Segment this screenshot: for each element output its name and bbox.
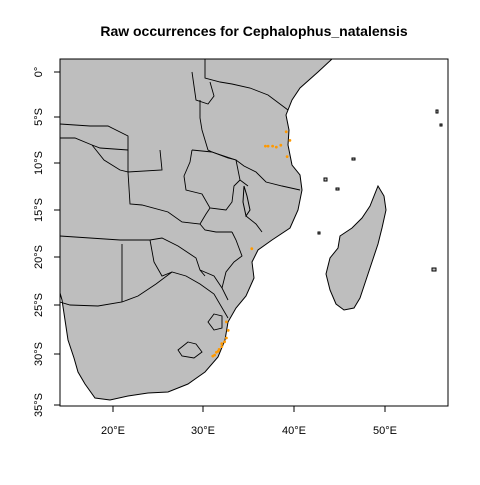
- y-tick-label: 0°: [33, 67, 45, 78]
- occurrence-point: [220, 342, 224, 346]
- occurrence-point: [284, 130, 288, 134]
- x-tick-label: 20°E: [101, 425, 125, 437]
- lesotho-border: [177, 341, 203, 359]
- occurrence-point: [271, 144, 274, 148]
- occurrence-points: [211, 130, 292, 358]
- occurrence-point: [250, 247, 254, 251]
- y-tick-label: 10°S: [33, 151, 45, 175]
- madagascar-landmass: [325, 184, 387, 311]
- x-tick-label: 50°E: [373, 425, 397, 437]
- y-tick-label: 15°S: [33, 198, 45, 222]
- lake-malawi: [242, 185, 251, 218]
- eswatini-border: [207, 313, 223, 331]
- occurrence-point: [274, 145, 278, 149]
- occurrence-point: [264, 144, 267, 148]
- x-tick-label: 30°E: [191, 425, 215, 437]
- occurrence-point: [223, 340, 227, 344]
- occurrence-point: [279, 143, 283, 147]
- y-tick-label: 30°S: [33, 342, 45, 366]
- small-islands: [317, 109, 443, 272]
- map-title: Raw occurrences for Cephalophus_natalens…: [100, 23, 408, 39]
- y-axis: 0° 5°S 10°S 15°S 20°S 25°S 30°S 35°S: [33, 67, 60, 417]
- y-tick-label: 35°S: [33, 393, 45, 417]
- occurrence-point: [226, 329, 230, 332]
- y-tick-label: 25°S: [33, 293, 45, 317]
- occurrence-point: [288, 139, 292, 142]
- y-tick-label: 20°S: [33, 245, 45, 269]
- x-tick-label: 40°E: [282, 425, 306, 437]
- occurrence-point: [220, 345, 224, 348]
- x-axis: 20°E 30°E 40°E 50°E: [101, 406, 397, 437]
- occurrence-point: [266, 144, 270, 148]
- y-tick-label: 5°S: [33, 108, 45, 126]
- country-borders: [60, 59, 301, 319]
- occurrence-point: [216, 349, 220, 353]
- africa-landmass: [60, 59, 333, 401]
- occurrence-point: [225, 320, 228, 324]
- map-plot-area: [60, 59, 443, 401]
- plot-frame: [59, 58, 449, 407]
- occurrence-point: [285, 155, 289, 159]
- occurrence-point: [225, 336, 228, 340]
- occurrence-point: [211, 354, 215, 358]
